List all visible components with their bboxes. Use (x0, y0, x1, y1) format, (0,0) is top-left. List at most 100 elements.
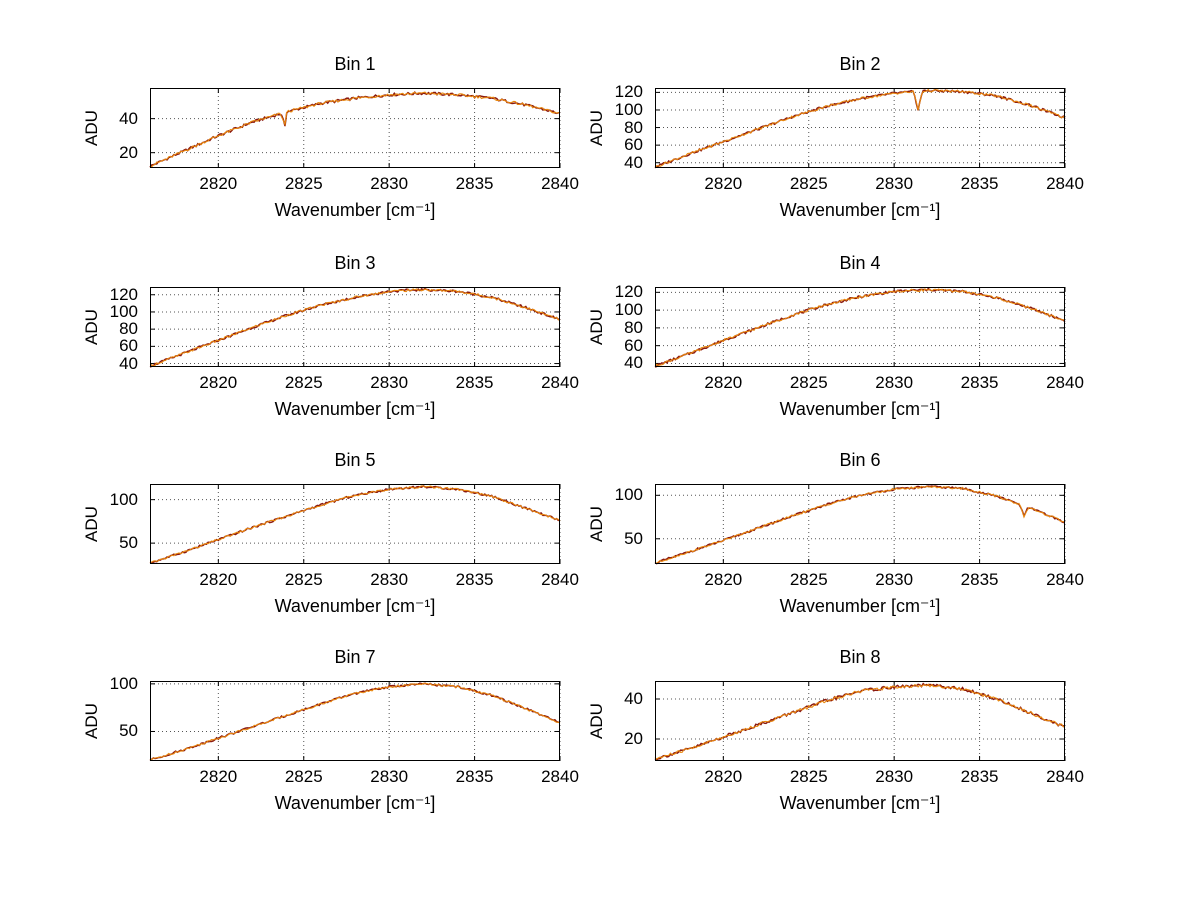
y-tick-label: 60 (119, 336, 138, 356)
x-axis-label: Wavenumber [cm⁻¹] (274, 200, 436, 220)
x-axis-label: Wavenumber [cm⁻¹] (274, 399, 436, 419)
x-tick-label: 2840 (541, 373, 579, 392)
x-tick-label: 2840 (541, 767, 579, 786)
x-tick-label: 2835 (455, 767, 494, 786)
y-tick-label: 100 (109, 301, 138, 321)
plot-area (149, 681, 561, 762)
y-tick-label: 120 (614, 82, 643, 102)
plot-area (654, 681, 1066, 761)
y-tick-label: 100 (614, 300, 643, 320)
y-tick-label: 120 (614, 282, 643, 302)
y-tick-label: 40 (119, 353, 138, 373)
x-tick-label: 2830 (370, 174, 409, 193)
x-tick-label: 2825 (284, 570, 323, 589)
y-tick-label: 100 (614, 485, 643, 505)
x-tick-label: 2835 (960, 767, 999, 786)
y-tick-label: 50 (119, 533, 138, 553)
plot-area (149, 484, 561, 564)
x-tick-label: 2825 (789, 373, 828, 392)
x-tick-labels: 2820 2825 2830 2835 2840 (655, 373, 1084, 395)
x-tick-label: 2825 (789, 174, 828, 193)
x-tick-label: 2840 (1046, 174, 1084, 193)
y-tick-label: 60 (624, 135, 643, 155)
x-tick-label: 2820 (199, 174, 238, 193)
x-axis-label: Wavenumber [cm⁻¹] (779, 793, 941, 813)
y-tick-labels: 40 60 80 100 120 (605, 83, 649, 171)
plot-area (654, 88, 1066, 169)
x-tick-label: 2825 (789, 570, 828, 589)
plot-area (654, 484, 1066, 565)
y-tick-label: 40 (119, 108, 138, 128)
x-tick-labels: 2820 2825 2830 2835 2840 (150, 767, 579, 789)
y-tick-label: 100 (109, 673, 138, 693)
x-tick-label: 2830 (370, 570, 409, 589)
x-tick-label: 2840 (541, 570, 579, 589)
subplot-bin-5: Bin 5 ADU 50 100 2820 2825 2830 2835 2840 Wav… (82, 450, 579, 616)
subplot-title: Bin 1 (334, 54, 376, 74)
plot-area (149, 88, 561, 169)
y-tick-label: 100 (109, 489, 138, 509)
subplot-bin-6: Bin 6 ADU 50 100 2820 2825 2830 2835 2840 Wav… (587, 450, 1084, 616)
subplot-title: Bin 8 (839, 647, 881, 667)
y-tick-label: 40 (624, 353, 643, 373)
x-tick-label: 2830 (370, 373, 409, 392)
x-tick-labels: 2820 2825 2830 2835 2840 (150, 373, 579, 395)
x-tick-label: 2820 (199, 570, 238, 589)
x-tick-label: 2830 (875, 570, 914, 589)
x-tick-label: 2820 (199, 373, 238, 392)
x-tick-label: 2825 (789, 767, 828, 786)
x-axis-label: Wavenumber [cm⁻¹] (779, 399, 941, 419)
plot-area (654, 287, 1066, 368)
x-tick-labels: 2820 2825 2830 2835 2840 (150, 570, 579, 592)
y-tick-labels: 50 100 (100, 484, 144, 564)
y-tick-labels: 40 60 80 100 120 (605, 283, 649, 372)
x-tick-label: 2820 (199, 767, 238, 786)
y-tick-labels: 50 100 (100, 674, 144, 761)
subplot-bin-8: Bin 8 ADU 20 40 2820 2825 2830 2835 2840 Wave… (587, 647, 1084, 813)
y-tick-label: 60 (624, 335, 643, 355)
x-axis-label: Wavenumber [cm⁻¹] (779, 596, 941, 616)
x-tick-label: 2825 (284, 767, 323, 786)
y-tick-label: 100 (614, 99, 643, 119)
x-tick-labels: 2820 2825 2830 2835 2840 (655, 174, 1084, 196)
x-tick-labels: 2820 2825 2830 2835 2840 (655, 767, 1084, 789)
x-axis-label: Wavenumber [cm⁻¹] (274, 793, 436, 813)
y-tick-label: 120 (109, 284, 138, 304)
y-tick-labels: 20 40 (605, 681, 649, 761)
x-tick-label: 2840 (1046, 767, 1084, 786)
y-tick-labels: 20 40 (100, 88, 144, 168)
y-tick-label: 40 (624, 152, 643, 172)
y-tick-label: 80 (119, 319, 138, 339)
x-axis-label: Wavenumber [cm⁻¹] (779, 200, 941, 220)
x-tick-labels: 2820 2825 2830 2835 2840 (655, 570, 1084, 592)
y-tick-labels: 50 100 (605, 484, 649, 564)
x-tick-label: 2835 (455, 174, 494, 193)
subplot-title: Bin 4 (839, 253, 881, 273)
subplot-title: Bin 6 (839, 450, 881, 470)
x-tick-label: 2835 (455, 373, 494, 392)
y-tick-label: 80 (624, 117, 643, 137)
x-tick-label: 2830 (875, 174, 914, 193)
subplot-bin-1: Bin 1 ADU 20 40 2820 2825 2830 2835 2840 Wave… (82, 54, 579, 220)
subplot-bin-3: Bin 3 ADU 40 60 80 100 120 2820 2825 2830 2835 2… (82, 253, 579, 419)
subplot-title: Bin 7 (334, 647, 376, 667)
x-tick-label: 2840 (541, 174, 579, 193)
x-tick-label: 2820 (704, 570, 743, 589)
x-tick-label: 2820 (704, 373, 743, 392)
y-tick-labels: 40 60 80 100 120 (100, 285, 144, 372)
x-tick-label: 2820 (704, 767, 743, 786)
y-tick-label: 20 (624, 729, 643, 748)
subplot-title: Bin 2 (839, 54, 881, 74)
subplot-title: Bin 3 (334, 253, 376, 273)
subplot-bin-2: Bin 2 ADU 40 60 80 100 120 2820 2825 2830 2835 2… (587, 54, 1084, 220)
x-tick-label: 2835 (960, 174, 999, 193)
x-tick-label: 2835 (455, 570, 494, 589)
y-tick-label: 40 (624, 689, 643, 708)
y-tick-label: 80 (624, 317, 643, 337)
y-tick-label: 50 (624, 528, 643, 548)
x-tick-label: 2825 (284, 174, 323, 193)
x-tick-label: 2830 (370, 767, 409, 786)
x-tick-label: 2835 (960, 570, 999, 589)
x-tick-labels: 2820 2825 2830 2835 2840 (150, 174, 579, 196)
x-tick-label: 2830 (875, 373, 914, 392)
